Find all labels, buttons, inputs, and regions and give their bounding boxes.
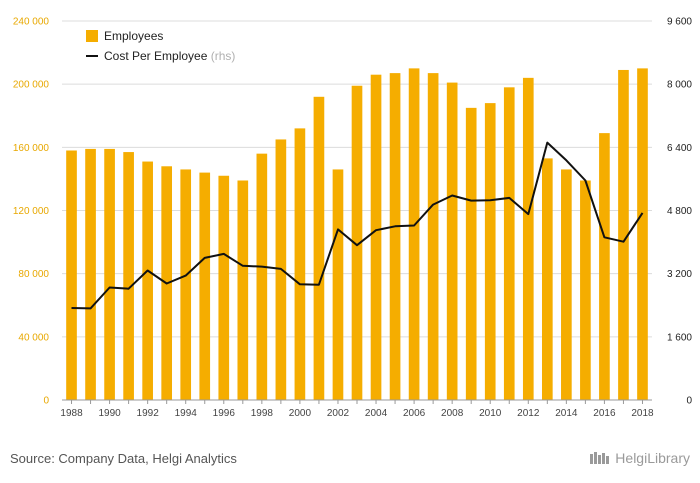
y-right-tick-label: 9 600: [667, 17, 692, 28]
y-right-tick-label: 6 400: [667, 143, 692, 154]
x-tick-label: 2012: [517, 408, 540, 419]
y-left-tick-label: 40 000: [18, 332, 49, 343]
y-right-tick-label: 3 200: [667, 269, 692, 280]
bar-employees-2010: [484, 103, 496, 400]
line-cost-per-employee: [71, 141, 644, 310]
y-right-tick-label: 0: [686, 396, 692, 407]
cost-per-employee-line: [71, 141, 644, 310]
bar-employees-2014: [561, 169, 572, 400]
legend-swatch-employees: [86, 30, 98, 42]
brand-logo[interactable]: HelgiLibrary: [589, 450, 690, 466]
bar-employees-2002: [332, 169, 344, 400]
bar-employees-2003: [351, 85, 363, 400]
bar-employees-2016: [599, 133, 610, 400]
y-right-tick-label: 8 000: [667, 80, 692, 91]
x-tick-label: 2016: [593, 408, 616, 419]
source-note: Source: Company Data, Helgi Analytics: [10, 451, 237, 466]
bar-employees-2004: [370, 74, 382, 401]
x-tick-label: 1996: [213, 408, 236, 419]
bar-employees-1988: [66, 150, 77, 400]
bar-employees-1996: [218, 175, 230, 400]
x-tick-label: 2010: [479, 408, 502, 419]
x-tick-label: 2000: [289, 408, 312, 419]
bar-employees-1995: [199, 172, 211, 400]
bar-employees-1994: [180, 169, 192, 400]
y-right-tick-label: 4 800: [667, 206, 692, 217]
library-logo-icon: [590, 452, 610, 464]
employees-bars: [66, 68, 648, 401]
bar-employees-2013: [541, 158, 553, 400]
y-left-tick-label: 80 000: [18, 269, 49, 280]
bar-employees-2017: [618, 69, 629, 401]
x-tick-label: 2004: [365, 408, 388, 419]
y-left-tick-label: 240 000: [13, 17, 50, 28]
bar-employees-1992: [142, 161, 153, 400]
bar-employees-2001: [313, 96, 325, 401]
bar-employees-2005: [389, 73, 401, 401]
x-tick-label: 1998: [251, 408, 274, 419]
y-left-tick-label: 200 000: [13, 80, 50, 91]
bar-employees-2009: [465, 107, 477, 401]
x-tick-label: 2014: [555, 408, 578, 419]
bar-employees-2008: [446, 82, 458, 401]
brand-name: HelgiLibrary: [615, 450, 690, 466]
legend: Employees Cost Per Employee (rhs): [86, 29, 235, 63]
x-tick-label: 1988: [60, 408, 83, 419]
legend-label-cost-per-employee: Cost Per Employee (rhs): [104, 49, 235, 63]
y-left-tick-label: 160 000: [13, 143, 50, 154]
bar-employees-1998: [256, 153, 268, 400]
bar-employees-2011: [503, 87, 515, 400]
bar-employees-1997: [237, 180, 249, 400]
bar-employees-2006: [408, 68, 420, 400]
axes: 0 40 000 80 000 120 000 160 000 200 000 240 00…: [13, 17, 693, 420]
x-tick-label: 2002: [327, 408, 350, 419]
x-tick-label: 1990: [98, 408, 121, 419]
x-tick-label: 1994: [175, 408, 198, 419]
bar-employees-1989: [85, 148, 96, 400]
bar-employees-1991: [123, 152, 134, 400]
bar-employees-2007: [427, 73, 439, 401]
y-left-tick-label: 120 000: [13, 206, 50, 217]
chart: 0 40 000 80 000 120 000 160 000 200 000 240 00…: [13, 17, 693, 420]
legend-label-employees: Employees: [104, 29, 163, 43]
bar-employees-2015: [580, 180, 591, 400]
x-tick-label: 2006: [403, 408, 426, 419]
legend-note-rhs: (rhs): [211, 49, 236, 63]
x-tick-label: 1992: [137, 408, 160, 419]
bar-employees-1990: [104, 148, 115, 400]
y-right-tick-label: 1 600: [667, 332, 692, 343]
bar-employees-2000: [294, 128, 306, 400]
x-tick-label: 2018: [631, 408, 654, 419]
y-left-tick-label: 0: [43, 396, 49, 407]
bar-employees-2018: [637, 68, 648, 400]
x-tick-label: 2008: [441, 408, 464, 419]
bar-employees-2012: [522, 77, 534, 400]
